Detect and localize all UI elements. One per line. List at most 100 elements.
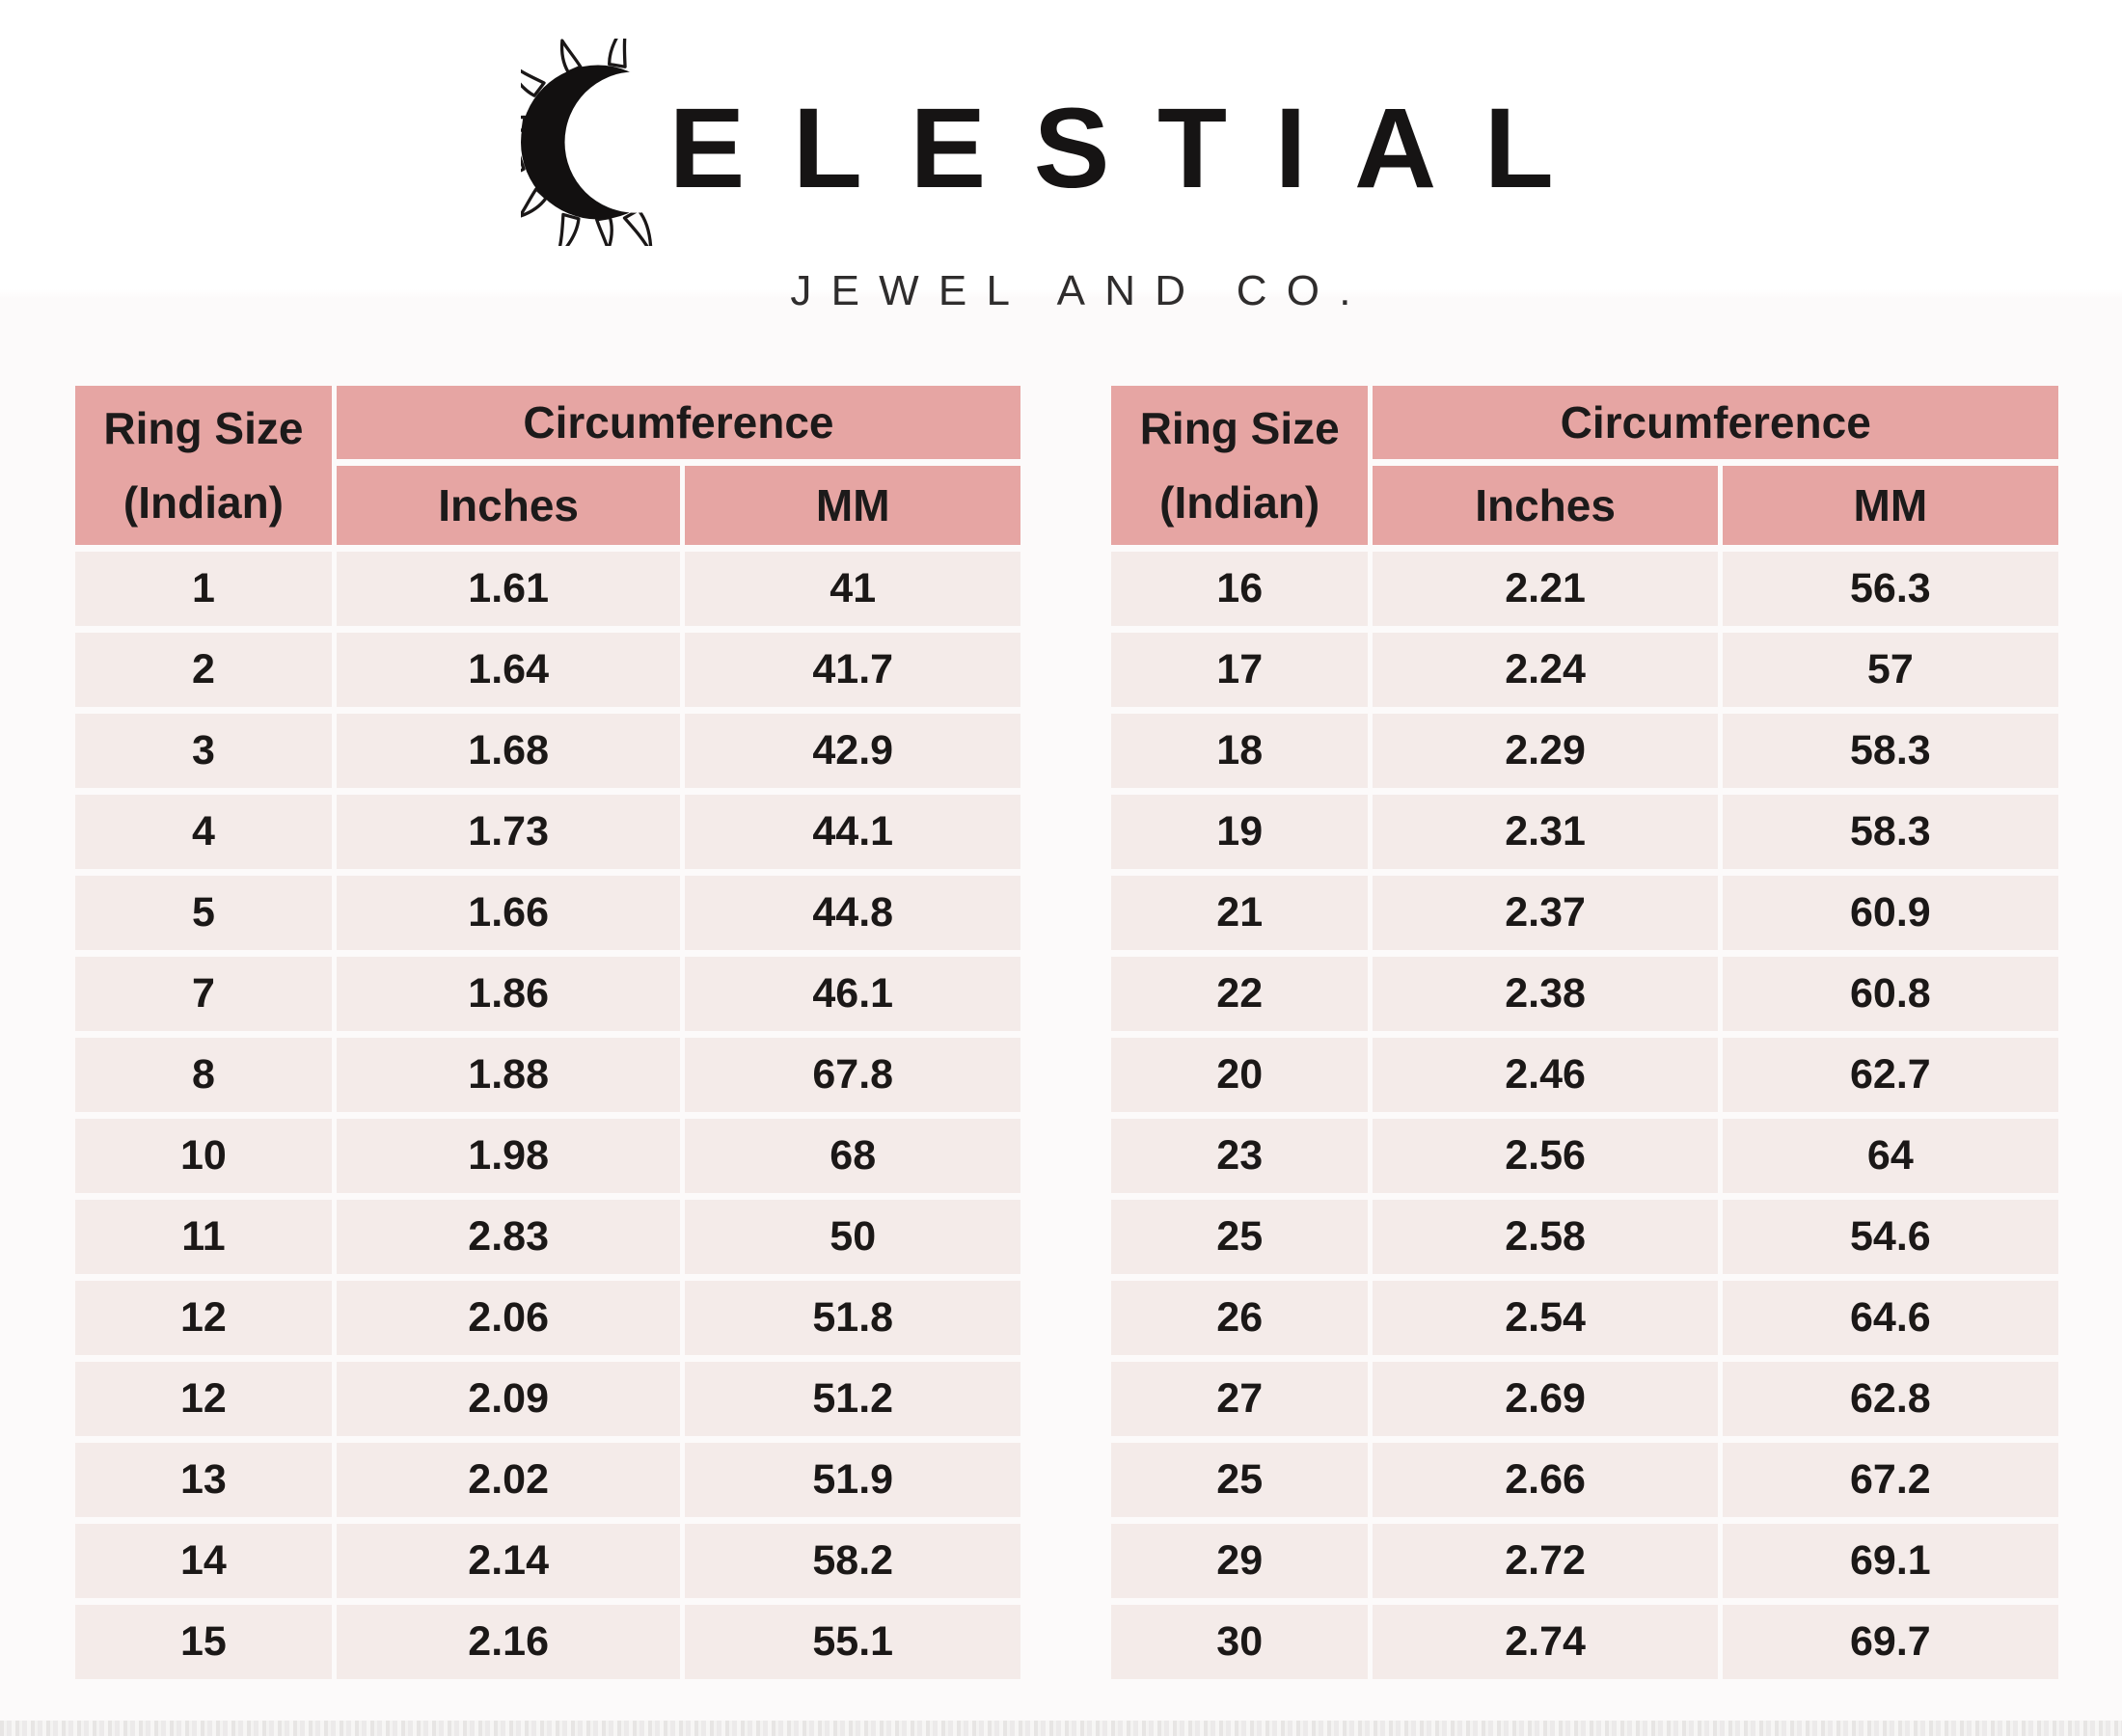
table-cell: 1.68 (336, 714, 681, 788)
table-cell: 26 (1111, 1281, 1369, 1355)
table-cell: 2.54 (1373, 1281, 1718, 1355)
table-cell: 7 (75, 957, 332, 1031)
table-cell: 18 (1111, 714, 1369, 788)
table-cell: 2.69 (1373, 1362, 1718, 1436)
table-cell: 64.6 (1722, 1281, 2058, 1355)
table-cell: 17 (1111, 633, 1369, 707)
table-cell: 41 (685, 552, 1020, 626)
ring-size-table-left: Ring Size (Indian) Circumference Inches … (75, 386, 1020, 1679)
table-cell: 2 (75, 633, 332, 707)
table-cell: 69.1 (1722, 1524, 2058, 1598)
table-cell: 2.72 (1373, 1524, 1718, 1598)
table-cell: 1.66 (336, 876, 681, 950)
table-cell: 68 (685, 1119, 1020, 1193)
header-ring-size-line1: Ring Size (1139, 403, 1340, 454)
brand-logo-row: ELESTIAL (520, 39, 1602, 246)
table-cell: 2.31 (1373, 795, 1718, 869)
table-cell: 2.46 (1373, 1038, 1718, 1112)
table-cell: 1.73 (336, 795, 681, 869)
brand-name: ELESTIAL (668, 84, 1602, 212)
table-cell: 67.2 (1722, 1443, 2058, 1517)
header-ring-size: Ring Size (Indian) (75, 386, 332, 545)
table-cell: 62.8 (1722, 1362, 2058, 1436)
table-cell: 41.7 (685, 633, 1020, 707)
table-cell: 2.37 (1373, 876, 1718, 950)
table-cell: 58.2 (685, 1524, 1020, 1598)
table-cell: 44.1 (685, 795, 1020, 869)
table-cell: 13 (75, 1443, 332, 1517)
table-cell: 1.98 (336, 1119, 681, 1193)
header-inches: Inches (336, 466, 681, 545)
table-cell: 55.1 (685, 1605, 1020, 1679)
ring-size-table-right: Ring Size (Indian) Circumference Inches … (1111, 386, 2058, 1679)
header-mm: MM (685, 466, 1020, 545)
table-cell: 14 (75, 1524, 332, 1598)
table-cell: 58.3 (1722, 795, 2058, 869)
brand-header: ELESTIAL JEWEL AND CO. (0, 39, 2122, 315)
header-ring-size-line2: (Indian) (1159, 476, 1320, 528)
header-ring-size-line1: Ring Size (103, 403, 304, 454)
table-cell: 10 (75, 1119, 332, 1193)
table-cell: 1.88 (336, 1038, 681, 1112)
table-cell: 2.56 (1373, 1119, 1718, 1193)
table-cell: 51.9 (685, 1443, 1020, 1517)
table-cell: 2.06 (336, 1281, 681, 1355)
table-cell: 22 (1111, 957, 1369, 1031)
table-cell: 25 (1111, 1200, 1369, 1274)
table-cell: 19 (1111, 795, 1369, 869)
table-cell: 15 (75, 1605, 332, 1679)
table-cell: 1.64 (336, 633, 681, 707)
header-ring-size: Ring Size (Indian) (1111, 386, 1369, 545)
table-cell: 42.9 (685, 714, 1020, 788)
table-cell: 62.7 (1722, 1038, 2058, 1112)
header-circumference: Circumference (336, 386, 1020, 459)
table-cell: 2.02 (336, 1443, 681, 1517)
bottom-noise-strip (0, 1721, 2122, 1736)
table-cell: 12 (75, 1281, 332, 1355)
table-cell: 25 (1111, 1443, 1369, 1517)
table-cell: 44.8 (685, 876, 1020, 950)
header-ring-size-line2: (Indian) (122, 476, 284, 528)
table-cell: 2.38 (1373, 957, 1718, 1031)
table-cell: 2.74 (1373, 1605, 1718, 1679)
table-cell: 54.6 (1722, 1200, 2058, 1274)
table-cell: 2.58 (1373, 1200, 1718, 1274)
table-cell: 2.24 (1373, 633, 1718, 707)
table-cell: 50 (685, 1200, 1020, 1274)
table-cell: 27 (1111, 1362, 1369, 1436)
table-cell: 5 (75, 876, 332, 950)
table-cell: 3 (75, 714, 332, 788)
header-mm: MM (1722, 466, 2058, 545)
table-cell: 60.9 (1722, 876, 2058, 950)
table-cell: 60.8 (1722, 957, 2058, 1031)
table-cell: 11 (75, 1200, 332, 1274)
table-cell: 8 (75, 1038, 332, 1112)
table-cell: 2.14 (336, 1524, 681, 1598)
table-cell: 58.3 (1722, 714, 2058, 788)
table-cell: 57 (1722, 633, 2058, 707)
table-cell: 2.21 (1373, 552, 1718, 626)
table-cell: 67.8 (685, 1038, 1020, 1112)
table-cell: 69.7 (1722, 1605, 2058, 1679)
table-cell: 2.29 (1373, 714, 1718, 788)
table-cell: 30 (1111, 1605, 1369, 1679)
table-cell: 51.8 (685, 1281, 1020, 1355)
table-cell: 21 (1111, 876, 1369, 950)
table-cell: 2.16 (336, 1605, 681, 1679)
table-cell: 16 (1111, 552, 1369, 626)
table-cell: 1.86 (336, 957, 681, 1031)
table-cell: 29 (1111, 1524, 1369, 1598)
table-cell: 56.3 (1722, 552, 2058, 626)
table-cell: 20 (1111, 1038, 1369, 1112)
table-cell: 1.61 (336, 552, 681, 626)
table-cell: 51.2 (685, 1362, 1020, 1436)
table-cell: 2.09 (336, 1362, 681, 1436)
brand-subtitle: JEWEL AND CO. (790, 267, 1371, 314)
header-circumference: Circumference (1373, 386, 2058, 459)
table-cell: 23 (1111, 1119, 1369, 1193)
table-cell: 46.1 (685, 957, 1020, 1031)
table-cell: 64 (1722, 1119, 2058, 1193)
header-inches: Inches (1373, 466, 1718, 545)
table-cell: 12 (75, 1362, 332, 1436)
table-cell: 2.83 (336, 1200, 681, 1274)
